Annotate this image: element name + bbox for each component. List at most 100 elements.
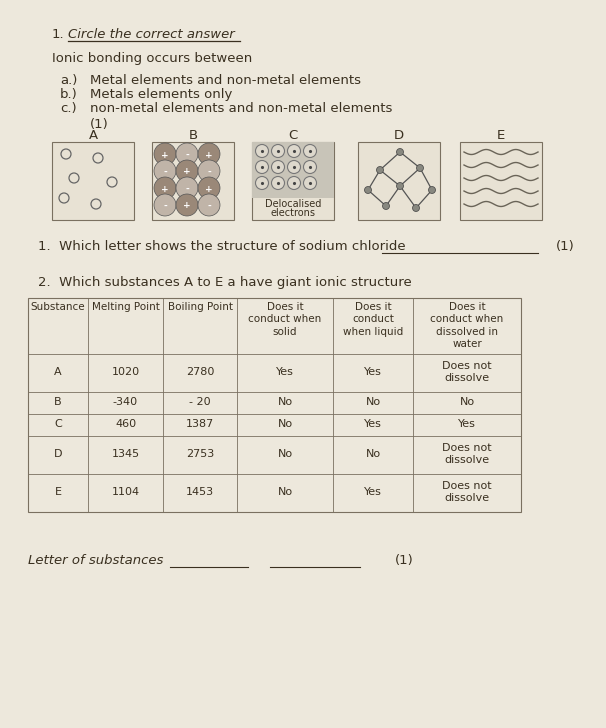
Text: -: - <box>163 167 167 176</box>
Text: No: No <box>459 397 474 407</box>
Text: (1): (1) <box>556 240 574 253</box>
Text: D: D <box>54 449 62 459</box>
Text: 1020: 1020 <box>112 367 139 377</box>
Circle shape <box>59 193 69 203</box>
Text: No: No <box>278 419 293 429</box>
Text: A: A <box>54 367 62 377</box>
Text: -: - <box>185 151 189 159</box>
Text: b.): b.) <box>60 88 78 101</box>
Text: 2.  Which substances A to E a have giant ionic structure: 2. Which substances A to E a have giant … <box>38 276 411 289</box>
Text: -: - <box>207 167 211 176</box>
Circle shape <box>287 144 301 157</box>
Text: Yes: Yes <box>276 367 294 377</box>
Circle shape <box>176 143 198 165</box>
Text: Boiling Point: Boiling Point <box>167 302 233 312</box>
Text: Does not
dissolve: Does not dissolve <box>442 361 492 383</box>
Text: Does not
dissolve: Does not dissolve <box>442 480 492 503</box>
Circle shape <box>176 194 198 216</box>
Text: Does it
conduct when
solid: Does it conduct when solid <box>248 302 322 337</box>
Text: Yes: Yes <box>364 419 382 429</box>
Text: 2780: 2780 <box>186 367 214 377</box>
Bar <box>252 142 334 220</box>
Circle shape <box>413 205 419 212</box>
Text: C: C <box>288 129 298 142</box>
Circle shape <box>256 144 268 157</box>
Text: B: B <box>188 129 198 142</box>
Text: -: - <box>185 184 189 194</box>
Text: Circle the correct answer: Circle the correct answer <box>68 28 235 41</box>
Text: C: C <box>54 419 62 429</box>
Circle shape <box>382 202 390 210</box>
Circle shape <box>364 186 371 194</box>
Text: D: D <box>394 129 404 142</box>
Text: No: No <box>278 449 293 459</box>
Circle shape <box>304 176 316 189</box>
Circle shape <box>256 176 268 189</box>
Circle shape <box>198 143 220 165</box>
Text: E: E <box>497 129 505 142</box>
Text: 1104: 1104 <box>112 487 139 497</box>
Text: Substance: Substance <box>31 302 85 312</box>
Text: c.): c.) <box>60 102 76 115</box>
Circle shape <box>271 144 284 157</box>
Text: No: No <box>278 487 293 497</box>
Text: Does it
conduct when
dissolved in
water: Does it conduct when dissolved in water <box>430 302 504 349</box>
Bar <box>358 142 440 220</box>
Text: 1387: 1387 <box>186 419 214 429</box>
Circle shape <box>198 194 220 216</box>
Text: +: + <box>161 184 169 194</box>
Text: Delocalised: Delocalised <box>265 199 321 209</box>
Text: A: A <box>88 129 98 142</box>
Circle shape <box>176 160 198 182</box>
Text: +: + <box>161 151 169 159</box>
Text: 1.  Which letter shows the structure of sodium chloride: 1. Which letter shows the structure of s… <box>38 240 405 253</box>
Text: +: + <box>183 167 191 176</box>
Circle shape <box>271 160 284 173</box>
Circle shape <box>396 149 404 156</box>
Text: Yes: Yes <box>458 419 476 429</box>
Circle shape <box>304 160 316 173</box>
Text: Melting Point: Melting Point <box>92 302 159 312</box>
Text: a.): a.) <box>60 74 78 87</box>
Circle shape <box>61 149 71 159</box>
Circle shape <box>287 160 301 173</box>
Text: -340: -340 <box>113 397 138 407</box>
Text: +: + <box>205 184 213 194</box>
Text: -: - <box>163 202 167 210</box>
Text: +: + <box>183 202 191 210</box>
Bar <box>52 142 134 220</box>
Text: 460: 460 <box>115 419 136 429</box>
Circle shape <box>154 160 176 182</box>
Circle shape <box>396 183 404 189</box>
Text: -: - <box>207 202 211 210</box>
Circle shape <box>198 177 220 199</box>
Circle shape <box>416 165 424 172</box>
Text: No: No <box>365 397 381 407</box>
Circle shape <box>198 160 220 182</box>
Circle shape <box>154 143 176 165</box>
Text: B: B <box>54 397 62 407</box>
Text: (1): (1) <box>395 554 414 567</box>
Text: No: No <box>365 449 381 459</box>
Bar <box>152 142 234 220</box>
Text: No: No <box>278 397 293 407</box>
Text: - 20: - 20 <box>189 397 211 407</box>
Circle shape <box>93 153 103 163</box>
Circle shape <box>154 194 176 216</box>
Circle shape <box>428 186 436 194</box>
Text: Metals elements only: Metals elements only <box>90 88 232 101</box>
Circle shape <box>376 167 384 173</box>
Text: Does it
conduct
when liquid: Does it conduct when liquid <box>343 302 403 337</box>
Text: 1453: 1453 <box>186 487 214 497</box>
Circle shape <box>176 177 198 199</box>
Circle shape <box>69 173 79 183</box>
Circle shape <box>304 144 316 157</box>
Circle shape <box>91 199 101 209</box>
Text: Letter of substances: Letter of substances <box>28 554 164 567</box>
Bar <box>460 142 542 220</box>
Text: 1.: 1. <box>52 28 65 41</box>
Circle shape <box>287 176 301 189</box>
Text: 2753: 2753 <box>186 449 214 459</box>
Bar <box>28 298 521 512</box>
Circle shape <box>154 177 176 199</box>
